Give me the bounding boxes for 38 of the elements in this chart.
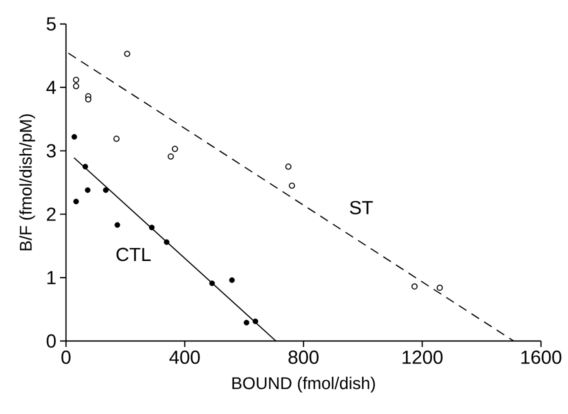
y-tick-label: 1 <box>47 271 56 284</box>
point <box>82 164 88 170</box>
y-axis-title: B/F (fmol/dish/pM) <box>19 114 36 250</box>
y-tick-label: 3 <box>46 144 56 158</box>
y-tick-label: 2 <box>46 208 56 221</box>
point <box>164 239 170 245</box>
point <box>124 50 130 57</box>
y-tick-label: 5 <box>46 17 56 31</box>
point <box>244 320 250 326</box>
x-axis-title: BOUND (fmol/dish) <box>232 376 375 393</box>
point <box>168 153 174 160</box>
x-tick-label: 400 <box>169 350 200 364</box>
point <box>84 187 90 193</box>
point <box>411 283 418 290</box>
point <box>102 187 109 193</box>
y-tick-label: 4 <box>46 80 56 94</box>
x-tick-label: 1200 <box>402 350 443 364</box>
series-label: ST <box>350 200 373 214</box>
point <box>252 318 258 324</box>
point <box>436 284 443 291</box>
point <box>172 146 178 152</box>
point <box>113 136 120 142</box>
series-label: CTL <box>116 248 151 262</box>
point <box>85 96 92 103</box>
x-tick-label: 1600 <box>521 350 562 364</box>
point <box>72 134 78 140</box>
x-tick-label: 800 <box>288 350 319 364</box>
point <box>229 277 235 283</box>
point <box>285 164 292 170</box>
point <box>114 222 120 228</box>
y-tick-label: 0 <box>46 334 56 348</box>
point <box>149 224 155 230</box>
x-tick-label: 0 <box>61 350 71 364</box>
point <box>72 76 80 83</box>
point <box>73 198 79 204</box>
point <box>72 83 80 90</box>
point <box>288 182 296 189</box>
point <box>209 280 215 286</box>
